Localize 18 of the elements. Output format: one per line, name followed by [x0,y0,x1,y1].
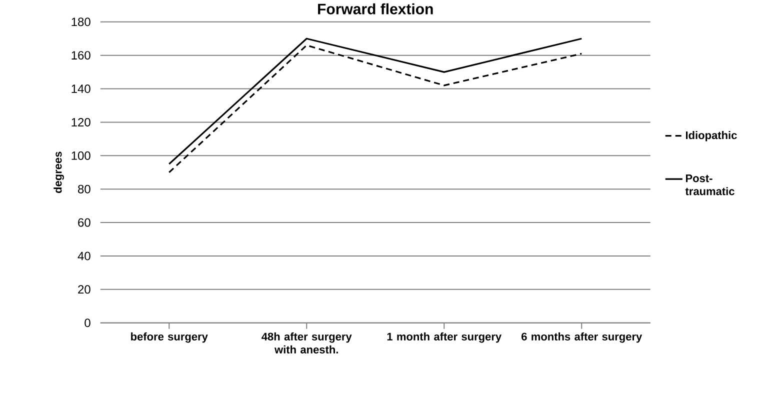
y-tick-label: 0 [84,318,90,328]
x-tick-label: 6 months after surgery [522,332,642,343]
legend-label: Idiopathic [686,131,737,142]
x-tick-label: 48h after surgery with anesth. [262,332,352,354]
chart-title: Forward flextion [318,4,433,15]
y-tick-label: 40 [78,252,90,260]
y-tick-label: 80 [78,185,90,194]
y-tick-label: 100 [72,152,90,160]
x-tick-label: 1 month after surgery [387,332,502,343]
y-tick-label: 140 [72,84,90,94]
y-tick-label: 120 [72,118,90,127]
y-axis-title: degrees [54,152,64,194]
y-tick-label: 20 [78,285,90,294]
y-tick-label: 180 [72,18,90,26]
y-tick-label: 160 [72,51,90,60]
legend-label: Post-traumatic [685,174,734,196]
y-tick-label: 60 [78,218,90,228]
x-tick-label: before surgery [131,332,208,343]
